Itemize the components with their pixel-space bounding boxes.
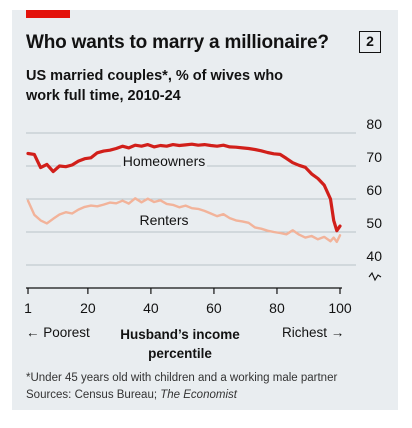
- x-tick-label-20: 20: [80, 300, 96, 316]
- x-tick-label-60: 60: [206, 300, 222, 316]
- chart-number-badge: 2: [359, 31, 381, 53]
- series-label-bg-renters: [132, 212, 196, 230]
- chart-subtitle: US married couples*, % of wives who work…: [26, 68, 284, 104]
- y-axis-break-icon: [368, 271, 382, 282]
- series-label-homeowners: Homeowners: [123, 153, 205, 169]
- y-tick-label-50: 50: [366, 215, 382, 231]
- sources-publication: The Economist: [160, 389, 237, 401]
- series-label-renters: Renters: [139, 212, 188, 228]
- x-annotation-richest: Richest →: [282, 325, 345, 340]
- sources-note: Sources: Census Bureau; The Economist: [26, 389, 237, 401]
- footnote: *Under 45 years old with children and a …: [26, 372, 338, 384]
- series-line-homeowners: [26, 142, 342, 233]
- x-tick-label-100: 100: [328, 300, 352, 316]
- x-axis-label-line2: percentile: [148, 346, 212, 361]
- brand-tag: [26, 10, 70, 18]
- chart-title: Who wants to marry a millionaire?: [26, 32, 329, 53]
- x-axis-label: Husband’s income percentile: [120, 325, 240, 363]
- series-line-renters: [26, 197, 342, 244]
- x-tick-label-40: 40: [143, 300, 159, 316]
- x-annotation-poorest: ← Poorest: [26, 325, 90, 340]
- y-tick-label-60: 60: [366, 182, 382, 198]
- y-tick-label-40: 40: [366, 248, 382, 264]
- sources-prefix: Sources: Census Bureau;: [26, 389, 161, 401]
- series-label-bg-homeowners: [121, 153, 207, 171]
- x-tick-label-80: 80: [269, 300, 285, 316]
- x-axis-label-line1: Husband’s income: [120, 327, 240, 342]
- x-tick-label-1: 1: [24, 300, 32, 316]
- y-tick-label-80: 80: [366, 116, 382, 132]
- y-tick-label-70: 70: [366, 149, 382, 165]
